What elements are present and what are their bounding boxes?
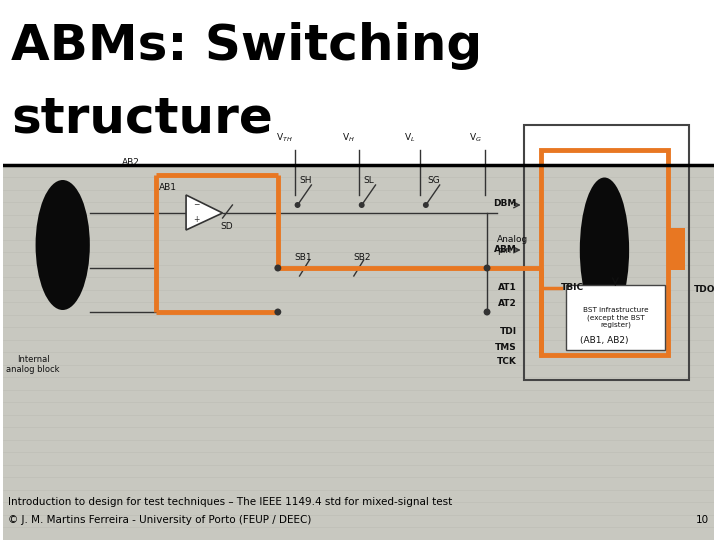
Circle shape xyxy=(274,265,282,272)
Text: TDI: TDI xyxy=(500,327,517,336)
Text: AT1: AT1 xyxy=(498,284,517,293)
Text: AT2: AT2 xyxy=(498,299,517,307)
Bar xyxy=(667,228,685,270)
Text: ABMs: Switching: ABMs: Switching xyxy=(12,22,482,70)
Circle shape xyxy=(484,265,490,272)
Text: TBIC: TBIC xyxy=(561,284,584,293)
Ellipse shape xyxy=(35,180,90,310)
Text: V$_{G}$: V$_{G}$ xyxy=(469,132,482,144)
Text: structure: structure xyxy=(12,94,273,143)
Text: Introduction to design for test techniques – The IEEE 1149.4 std for mixed-signa: Introduction to design for test techniqu… xyxy=(9,497,453,507)
Text: © J. M. Martins Ferreira - University of Porto (FEUP / DEEC): © J. M. Martins Ferreira - University of… xyxy=(9,515,312,525)
Text: V$_{TH}$: V$_{TH}$ xyxy=(276,132,293,144)
Bar xyxy=(566,285,665,350)
Text: SD: SD xyxy=(220,222,233,231)
Bar xyxy=(4,165,714,540)
Text: SB1: SB1 xyxy=(294,253,312,262)
Bar xyxy=(523,125,689,380)
Text: (AB1, AB2): (AB1, AB2) xyxy=(580,335,629,345)
Text: AB1: AB1 xyxy=(159,183,177,192)
Text: DBM: DBM xyxy=(493,199,517,208)
Text: −: − xyxy=(193,200,199,210)
Text: SH: SH xyxy=(300,176,312,185)
Text: ABM: ABM xyxy=(494,246,517,254)
Ellipse shape xyxy=(580,178,629,322)
Bar xyxy=(4,0,714,165)
Circle shape xyxy=(294,202,300,208)
Bar xyxy=(541,150,667,355)
Circle shape xyxy=(359,202,364,208)
Text: BST infrastructure
(except the BST
register): BST infrastructure (except the BST regis… xyxy=(582,307,648,328)
Text: TCK: TCK xyxy=(497,357,517,367)
Text: SL: SL xyxy=(364,176,374,185)
Text: TDO: TDO xyxy=(694,286,716,294)
Text: TMS: TMS xyxy=(495,342,517,352)
Text: Internal
analog block: Internal analog block xyxy=(6,355,60,374)
Text: V$_{L}$: V$_{L}$ xyxy=(405,132,415,144)
Text: SG: SG xyxy=(428,176,441,185)
Text: AB2: AB2 xyxy=(122,158,140,167)
Text: +: + xyxy=(193,215,199,225)
Text: 10: 10 xyxy=(696,515,709,525)
Text: Analog
pin: Analog pin xyxy=(497,235,528,255)
Circle shape xyxy=(484,308,490,315)
Circle shape xyxy=(423,202,429,208)
Text: SB2: SB2 xyxy=(354,253,372,262)
Circle shape xyxy=(274,308,282,315)
Text: V$_{H}$: V$_{H}$ xyxy=(343,132,355,144)
Polygon shape xyxy=(186,195,222,230)
